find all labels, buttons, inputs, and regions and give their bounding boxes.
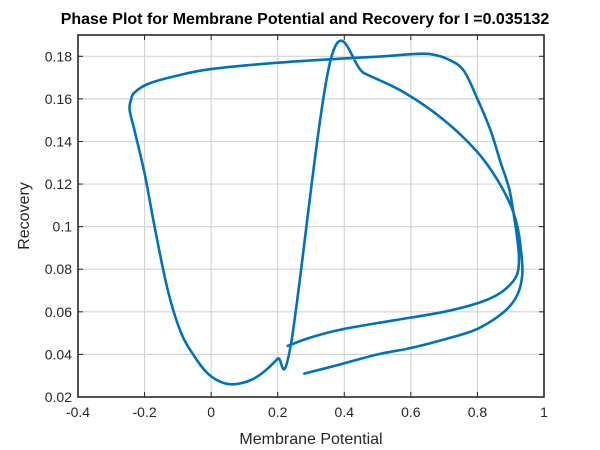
y-tick-label: 0.08 [45, 261, 72, 277]
x-tick-label: -0.4 [66, 404, 90, 420]
chart-title: Phase Plot for Membrane Potential and Re… [61, 11, 550, 28]
y-tick-label: 0.18 [45, 48, 72, 64]
y-tick-label: 0.02 [45, 389, 72, 405]
y-tick-label: 0.04 [45, 346, 72, 362]
x-tick-label: 0.6 [401, 404, 421, 420]
y-tick-label: 0.1 [53, 219, 73, 235]
plot-area-frame [77, 34, 545, 398]
x-tick-label: 0 [207, 404, 215, 420]
x-tick-label: 1 [540, 404, 548, 420]
y-tick-label: 0.12 [45, 176, 72, 192]
x-axis-label: Membrane Potential [239, 431, 382, 448]
data-series-layer [128, 39, 524, 386]
x-tick-label: 0.4 [335, 404, 355, 420]
x-tick-label: 0.2 [268, 404, 288, 420]
y-tick-label: 0.16 [45, 91, 72, 107]
x-tick-label: 0.8 [468, 404, 488, 420]
y-axis-label: Recovery [16, 182, 33, 250]
grid-layer [78, 35, 544, 397]
y-tick-label: 0.06 [45, 304, 72, 320]
tick-layer: -0.4 -0.2 0 0.2 0.4 0.6 0.8 1 0.02 0.04 0.06 0.08 0.… [45, 35, 548, 420]
phase-trajectory-line [128, 39, 524, 386]
x-tick-label: -0.2 [133, 404, 157, 420]
y-tick-label: 0.14 [45, 133, 72, 149]
